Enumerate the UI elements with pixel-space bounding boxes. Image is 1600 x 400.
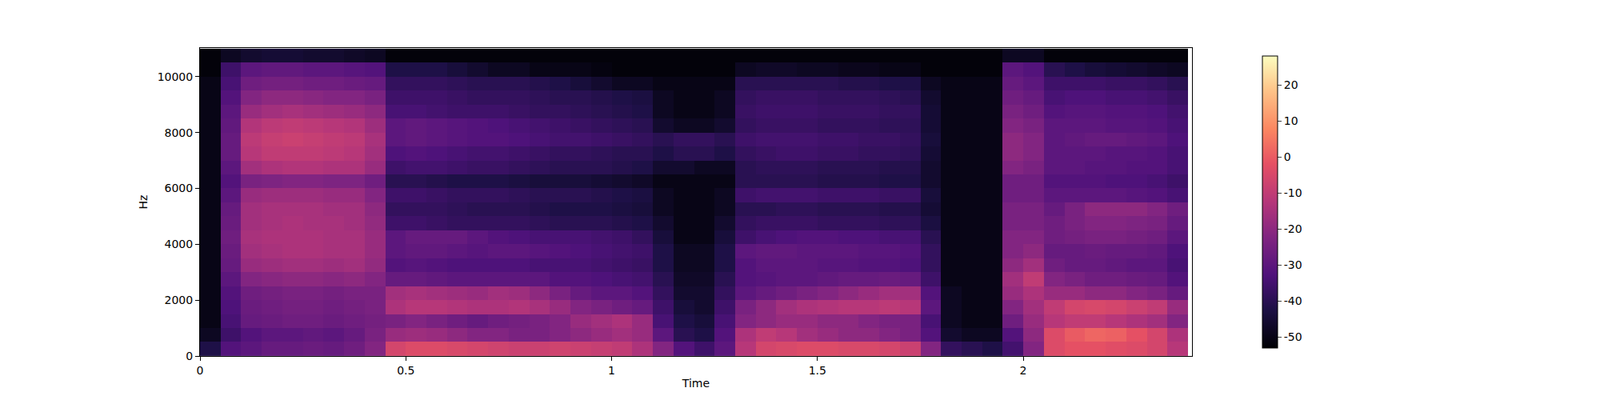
svg-text:20: 20 xyxy=(1284,78,1299,92)
svg-text:6000: 6000 xyxy=(164,181,194,195)
svg-text:0.5: 0.5 xyxy=(396,364,415,377)
svg-text:0: 0 xyxy=(1284,150,1292,164)
svg-text:-50: -50 xyxy=(1284,330,1303,344)
svg-text:2000: 2000 xyxy=(164,293,194,307)
svg-text:1.5: 1.5 xyxy=(808,364,827,377)
svg-text:-30: -30 xyxy=(1284,258,1303,272)
svg-text:2: 2 xyxy=(1020,364,1028,377)
svg-text:-10: -10 xyxy=(1284,186,1303,200)
svg-text:Hz: Hz xyxy=(136,195,150,210)
svg-text:4000: 4000 xyxy=(164,237,194,251)
svg-text:-20: -20 xyxy=(1284,222,1303,236)
svg-text:10: 10 xyxy=(1284,114,1299,128)
svg-text:8000: 8000 xyxy=(164,126,194,140)
svg-text:0: 0 xyxy=(196,364,204,377)
svg-text:10000: 10000 xyxy=(157,70,194,84)
svg-text:Time: Time xyxy=(681,376,710,390)
svg-text:0: 0 xyxy=(185,349,193,363)
svg-text:1: 1 xyxy=(608,364,616,377)
svg-text:-40: -40 xyxy=(1284,294,1303,308)
